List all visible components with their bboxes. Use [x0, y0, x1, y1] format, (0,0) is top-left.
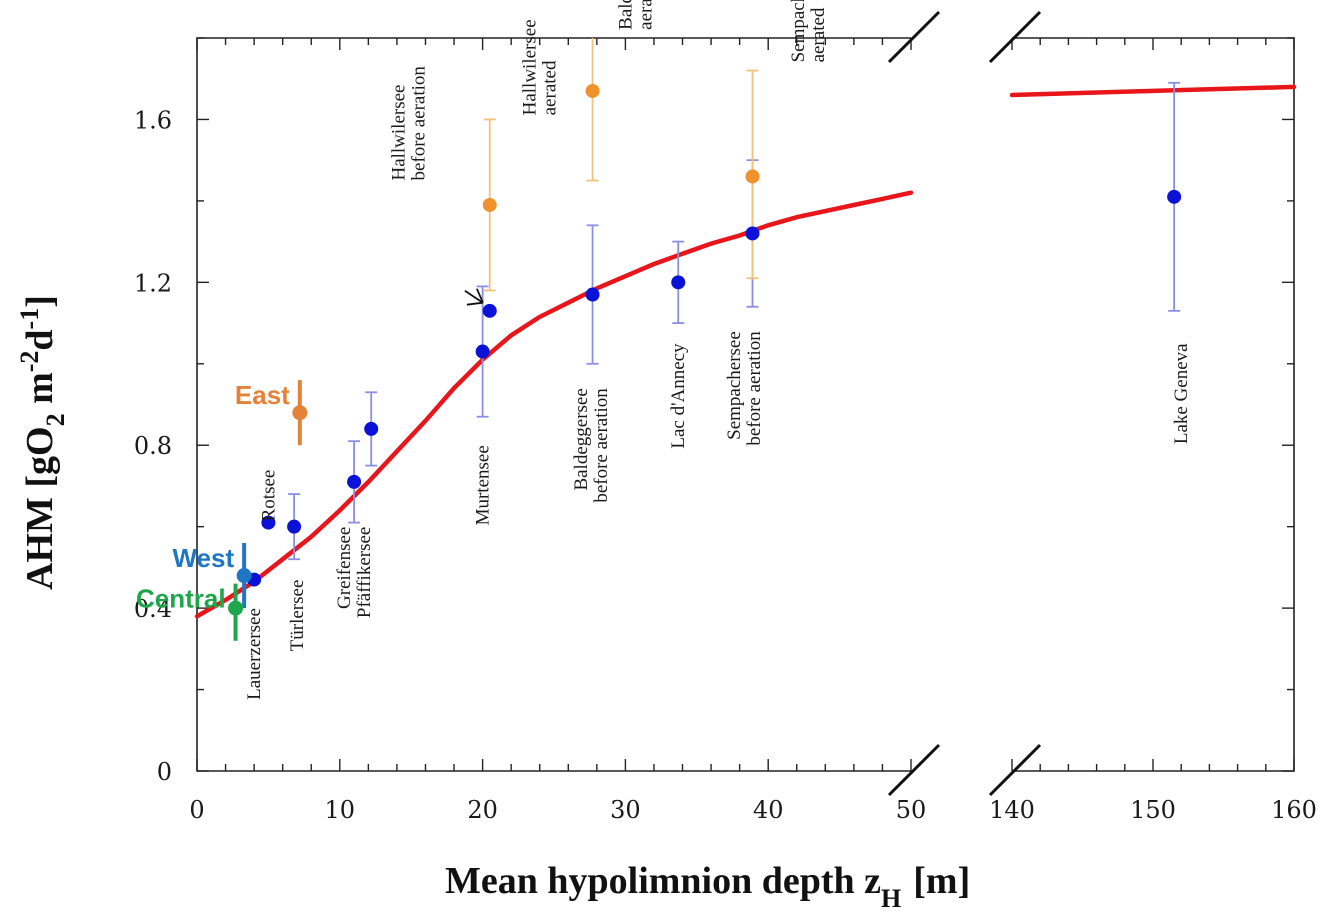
lake-label-line: before aeration — [744, 331, 765, 446]
axis-break-mark — [988, 743, 1042, 797]
axis-break-mark — [887, 743, 941, 797]
lake-label-line: Hallwilersee — [388, 85, 409, 181]
x-tick-label: 10 — [325, 796, 356, 824]
region-label-central: Central — [136, 584, 226, 614]
data-point-before — [475, 344, 490, 359]
region-label-east: East — [235, 380, 290, 410]
x-tick-label: 140 — [989, 796, 1035, 824]
data-point-before — [745, 226, 760, 241]
lake-label-line: Sempachersee — [788, 0, 809, 62]
y-tick-label: 0 — [157, 758, 172, 786]
data-point-before — [347, 474, 362, 489]
x-tick-label: 30 — [610, 796, 641, 824]
data-point-before — [585, 287, 600, 302]
data-point-before — [1167, 189, 1182, 204]
lake-label: Lake Geneva — [1171, 343, 1192, 444]
fit-curve-layer — [194, 84, 1297, 619]
region-label-west: West — [172, 543, 234, 573]
lake-label-line: Rotsee — [258, 470, 279, 522]
data-point-aerated — [585, 83, 600, 98]
pointer-arrow — [464, 288, 484, 306]
axis-break-mark — [988, 10, 1042, 64]
data-point-before — [287, 519, 302, 534]
region-point-central — [228, 600, 244, 616]
x-tick-label: 150 — [1130, 796, 1176, 824]
lake-label: Baldeggersee before aeration — [571, 388, 612, 503]
lake-label-line: before aeration — [408, 66, 429, 181]
data-point-before — [482, 303, 497, 318]
lake-label-line: Greifensee — [334, 527, 355, 609]
lake-label: Hallwilersee aerated — [520, 19, 561, 115]
data-point-before — [364, 421, 379, 436]
fit-curve-left — [194, 190, 914, 619]
lake-label-line: Lake Geneva — [1171, 343, 1192, 444]
left-panel-frame — [196, 37, 911, 772]
region-marker-layer: East West Central — [136, 380, 308, 641]
data-point-aerated — [745, 169, 760, 184]
right-panel-frame — [1012, 37, 1295, 772]
lake-label-layer: Lauerzersee Rotsee Türlersee Greifensee Pfäf… — [244, 0, 1192, 700]
x-tick-label: 0 — [189, 796, 204, 824]
fit-curve-right — [1009, 84, 1297, 98]
data-point-before — [261, 515, 276, 530]
data-point-before — [671, 275, 686, 290]
x-tick-label: 160 — [1271, 796, 1317, 824]
data-point-aerated — [482, 197, 497, 212]
lake-label-line: Baldeggersee — [571, 388, 592, 490]
lake-label-line: Hallwilersee — [520, 19, 541, 115]
y-tick-label: 0.8 — [134, 432, 172, 460]
lake-label-line: Baldeggersee — [615, 0, 636, 30]
lake-label-line: Türlersee — [287, 580, 308, 652]
region-point-west — [236, 568, 252, 584]
axis-break-marks — [887, 10, 1042, 797]
lake-label: Lauerzersee — [244, 608, 265, 700]
region-point-east — [292, 405, 308, 421]
lake-label: Sempachersee aerated — [788, 0, 829, 62]
lake-label: Lac d'Annecy — [668, 343, 689, 449]
lake-label: Murtensee — [473, 445, 494, 525]
lake-label: Hallwilersee before aeration — [388, 66, 429, 181]
axis-ticks: 0 0.4 0.8 1.2 1.6 0 10 20 30 40 50 140 150 160 — [134, 37, 1317, 824]
lake-label-line: aerated — [635, 0, 656, 30]
x-axis-title: Mean hypolimnion depth zH [m] — [445, 860, 970, 911]
point-layer — [247, 83, 1182, 587]
x-tick-label: 20 — [467, 796, 498, 824]
y-tick-label: 1.6 — [134, 106, 172, 134]
lake-label-line: before aeration — [591, 388, 612, 503]
lake-label-line: Lauerzersee — [244, 608, 265, 700]
lake-label: Greifensee Pfäffikersee — [334, 527, 375, 618]
lake-label-line: aerated — [540, 60, 561, 115]
lake-label: Rotsee — [258, 470, 279, 522]
lake-label-line: Murtensee — [473, 445, 494, 525]
lake-label-line: Lac d'Annecy — [668, 343, 689, 449]
y-axis-title: AHM [gO2 m-2d-1] — [15, 295, 70, 590]
lake-label: Baldeggerseeaerated — [615, 0, 656, 30]
x-tick-label: 40 — [753, 796, 784, 824]
lake-label-line: aerated — [808, 7, 829, 62]
lake-label-line: Sempachersee — [724, 331, 745, 440]
lake-label: Sempachersee before aeration — [724, 331, 765, 446]
lake-label: Türlersee — [287, 580, 308, 652]
y-tick-label: 1.2 — [134, 269, 172, 297]
lake-label-line: Pfäffikersee — [354, 527, 375, 618]
x-tick-label: 50 — [896, 796, 927, 824]
y-tick-label: 0.4 — [134, 595, 172, 623]
axis-break-mark — [887, 10, 941, 64]
